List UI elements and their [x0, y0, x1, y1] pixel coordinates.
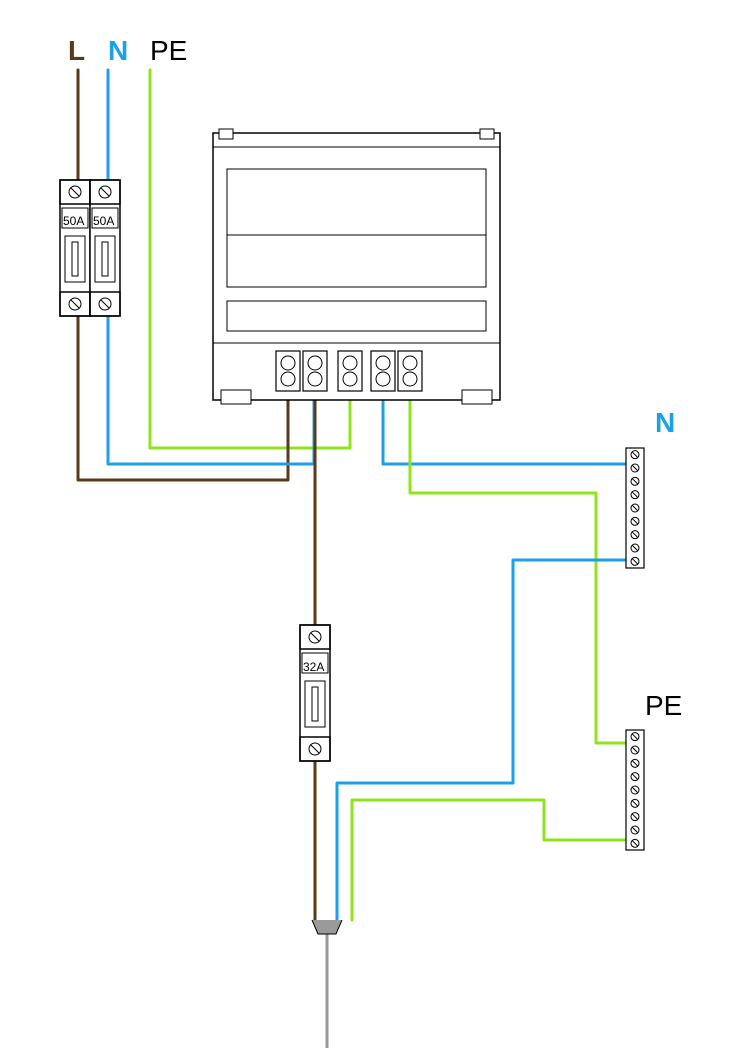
wire-N_bus_to_out — [337, 560, 626, 920]
meter-terminal-1 — [276, 351, 300, 391]
busbar-pe — [626, 730, 644, 850]
label-PE_right: PE — [645, 690, 682, 721]
label-PE_top: PE — [150, 35, 187, 66]
energy-meter — [213, 129, 500, 404]
breaker-1pole-32a — [300, 625, 330, 761]
wire-N_meter_to_bus — [383, 400, 626, 464]
label-breaker_50A_L: 50A — [63, 214, 84, 228]
busbar-n — [626, 448, 644, 568]
label-breaker_50A_N: 50A — [93, 214, 114, 228]
meter-terminal-2 — [303, 351, 327, 391]
label-L: L — [68, 35, 85, 66]
label-N_top: N — [108, 35, 128, 66]
label-N_right: N — [655, 407, 675, 438]
breaker-2pole-50a — [60, 180, 120, 316]
cable-sheath-cap — [312, 920, 342, 934]
meter-terminal-3 — [338, 351, 362, 391]
meter-terminal-4 — [371, 351, 395, 391]
wire-PE_bus_to_out — [352, 800, 626, 920]
wire-PE_meter_to_bus — [410, 400, 626, 743]
label-breaker_32A: 32A — [303, 660, 324, 674]
meter-terminal-5 — [398, 351, 422, 391]
